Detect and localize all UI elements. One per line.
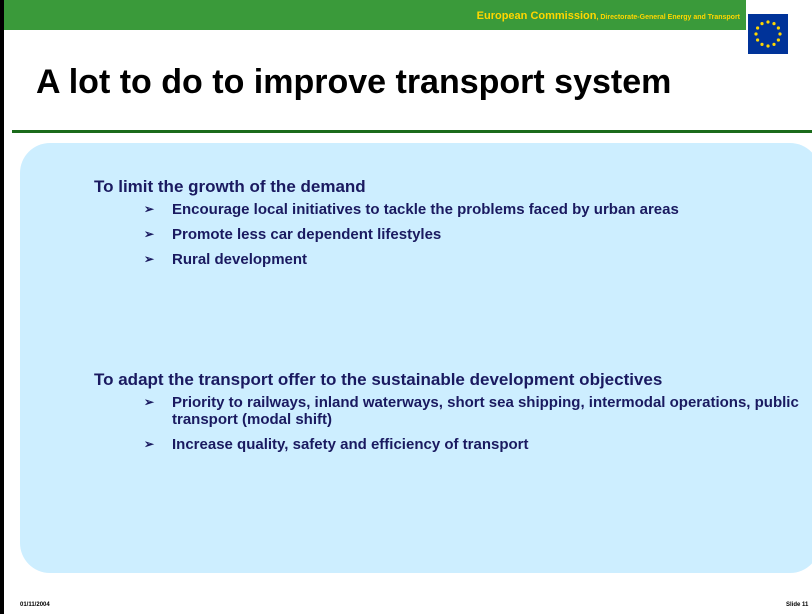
star xyxy=(772,22,776,26)
date: 01/11/2004 xyxy=(20,602,50,608)
bullet: Promote less car dependent lifestyles xyxy=(144,226,804,243)
section: To adapt the transport offer to the sust… xyxy=(94,370,804,461)
bullet: Rural development xyxy=(144,251,804,268)
title: A lot to do to improve transport system xyxy=(36,63,672,101)
heading: To adapt the transport offer to the sust… xyxy=(94,370,663,389)
slide-number: Slide 11 xyxy=(786,602,809,608)
heading: To limit the growth of the demand xyxy=(94,177,366,196)
star xyxy=(766,44,770,48)
star xyxy=(756,38,760,42)
bullet: Encourage local initiatives to tackle th… xyxy=(144,201,804,218)
star xyxy=(760,42,764,46)
star xyxy=(756,26,760,30)
border xyxy=(0,0,4,614)
bullet-list: Priority to railways, inland waterways, … xyxy=(94,394,804,453)
section: To limit the growth of the demand Encoura… xyxy=(94,177,804,276)
star xyxy=(760,22,764,26)
star xyxy=(772,42,776,46)
rule xyxy=(12,130,812,133)
bullet: Priority to railways, inland waterways, … xyxy=(144,394,804,428)
bullet-list: Encourage local initiatives to tackle th… xyxy=(94,201,804,268)
star xyxy=(754,32,758,36)
star xyxy=(776,26,780,30)
bullet: Increase quality, safety and efficiency … xyxy=(144,436,804,453)
star xyxy=(776,38,780,42)
star xyxy=(766,20,770,24)
header-text: European Commission, Directorate-General… xyxy=(477,10,740,22)
header-bar xyxy=(0,0,746,30)
dept: , Directorate-General Energy and Transpo… xyxy=(596,14,740,21)
star xyxy=(778,32,782,36)
eu-flag xyxy=(748,14,788,54)
org: European Commission xyxy=(476,10,597,22)
